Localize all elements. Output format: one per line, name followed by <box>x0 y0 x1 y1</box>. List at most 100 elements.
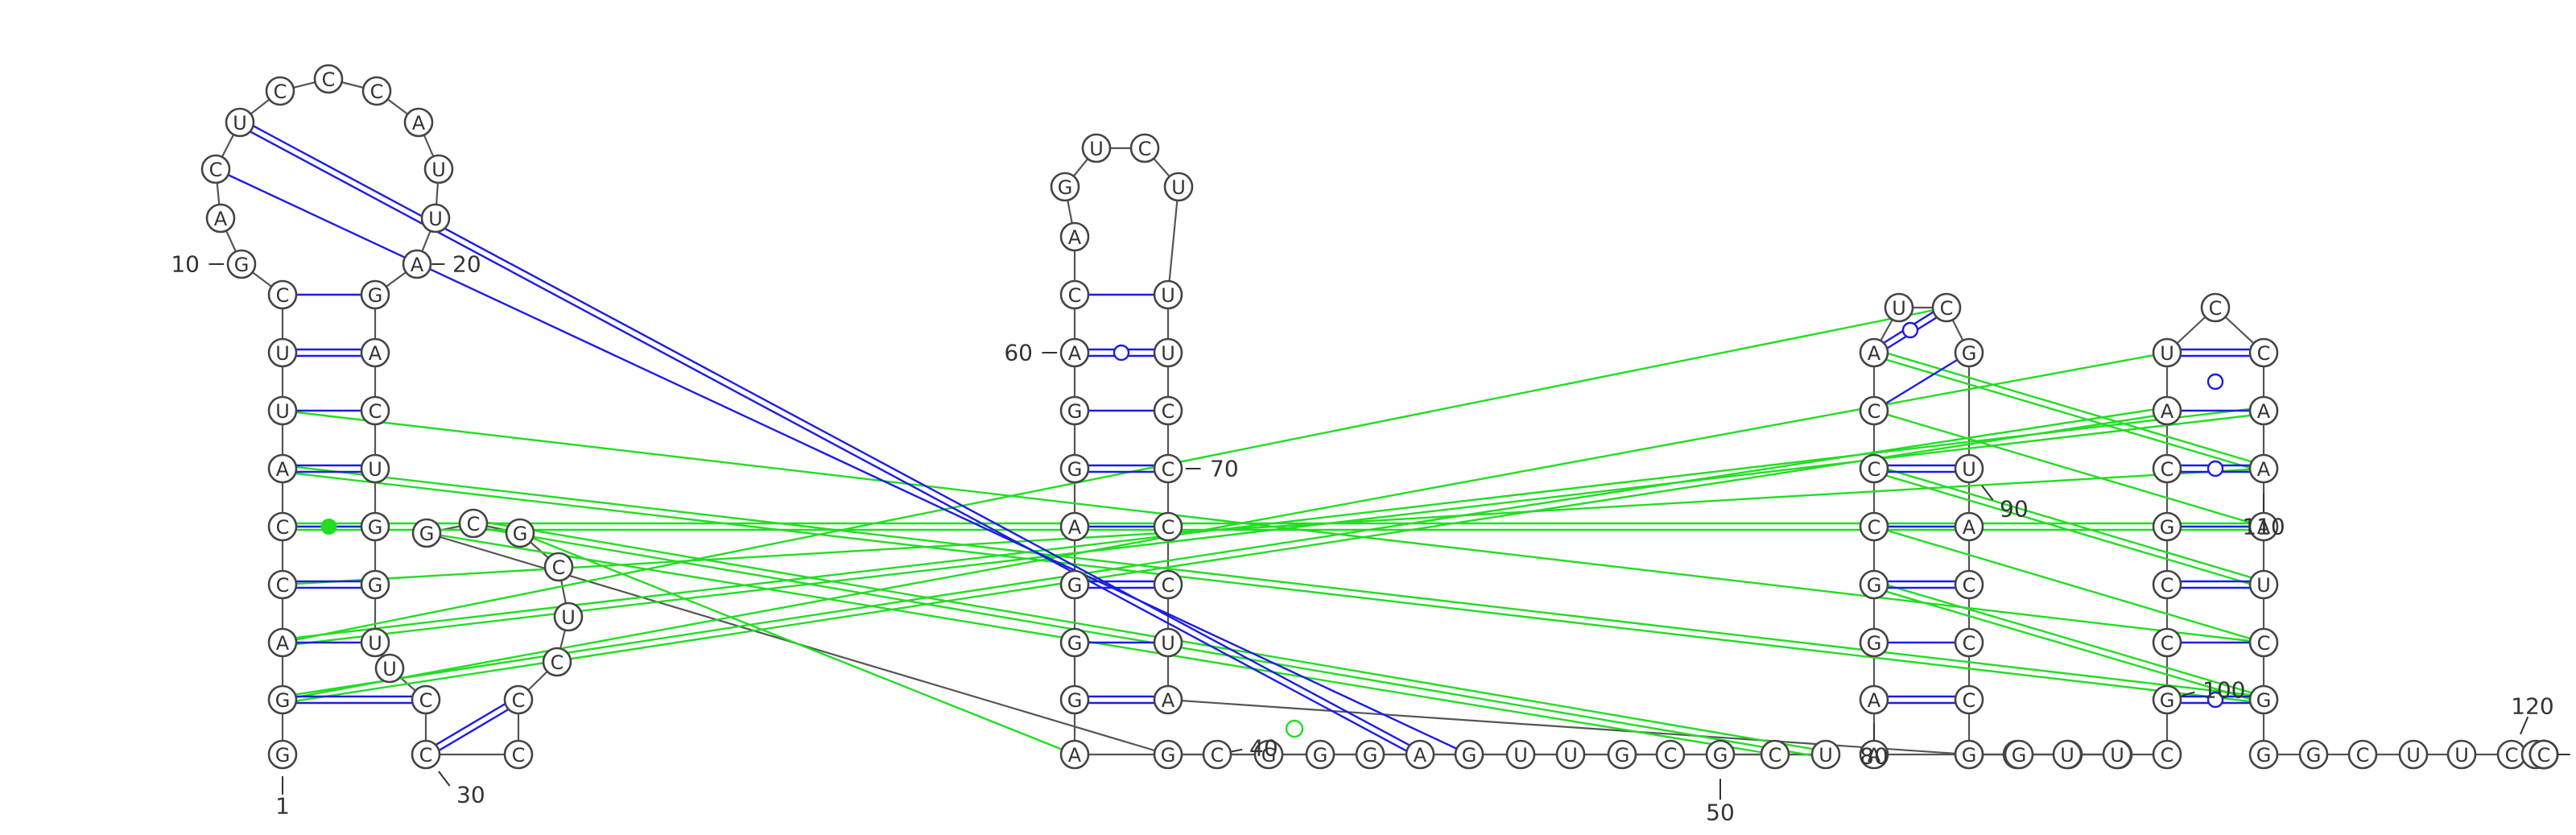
nucleotide-circle <box>1153 453 1183 484</box>
nucleotide-base: U <box>1513 744 1528 767</box>
nucleotide: G <box>1050 172 1080 202</box>
nucleotide-base: U <box>275 342 290 365</box>
nucleotide: U <box>1153 279 1183 310</box>
position-number: 10 <box>171 251 200 278</box>
nucleotide: C <box>265 76 295 106</box>
nucleotide-base: G <box>1067 689 1083 712</box>
base-pair-line <box>427 701 521 759</box>
nucleotide-base: C <box>1162 400 1175 423</box>
nucleotide-base: C <box>1664 744 1678 767</box>
nucleotide-base: C <box>2257 342 2271 365</box>
nucleotide-base: U <box>1818 744 1833 767</box>
nucleotide-base: G <box>1867 632 1882 655</box>
position-number: 1 <box>275 793 290 820</box>
nucleotide-base: A <box>2257 458 2271 481</box>
position-number: 60 <box>1004 340 1033 366</box>
nucleotide: C <box>2200 292 2231 323</box>
nucleotide-base: G <box>2160 516 2175 539</box>
nucleotide: A <box>1059 511 1090 542</box>
nucleotide: G <box>1059 569 1090 600</box>
nucleotide: A <box>2248 511 2279 542</box>
nucleotide: C <box>360 395 390 426</box>
nucleotide: C <box>1655 739 1686 770</box>
nucleotide-circle <box>403 107 434 138</box>
nucleotide-circle <box>1859 627 1889 658</box>
nucleotide-circle <box>267 395 298 426</box>
base-pair-line <box>283 412 2264 647</box>
nucleotide-base: G <box>1161 744 1176 767</box>
nucleotide: U <box>1954 453 1984 484</box>
nucleotide-base: G <box>2012 744 2027 767</box>
nucleotide-circle <box>1859 511 1889 542</box>
nucleotide-circle <box>1305 739 1335 770</box>
nucleotide-base: A <box>1068 226 1082 249</box>
base-pair-line <box>1873 525 2264 644</box>
nucleotide: U <box>1153 627 1183 658</box>
nucleotide-base: U <box>431 159 446 181</box>
nucleotide-circle <box>553 601 584 632</box>
nucleotide-circle <box>2052 739 2083 770</box>
nucleotide-circle <box>2446 739 2477 770</box>
nucleotide: C <box>2347 739 2378 770</box>
nucleotide: C <box>313 64 344 94</box>
nucleotide-base: G <box>2256 744 2272 767</box>
nucleotide: C <box>458 508 489 539</box>
nucleotide: A <box>205 203 236 234</box>
nucleotide-circle <box>411 739 441 770</box>
nucleotide-circle <box>1810 739 1841 770</box>
nucleotide: C <box>1153 569 1183 600</box>
nucleotide-base: C <box>1868 400 1881 423</box>
nucleotide-base: G <box>368 574 383 597</box>
pair-marker-circle <box>2207 373 2224 391</box>
nucleotide-circle <box>2102 739 2132 770</box>
nucleotide-circle <box>1954 337 1984 368</box>
nucleotide: C <box>2152 627 2182 658</box>
nucleotide-circle <box>1050 172 1080 202</box>
nucleotide: A <box>403 107 434 138</box>
nucleotide-base: C <box>276 574 290 597</box>
nucleotide-circle <box>1081 133 1112 163</box>
nucleotide-base: C <box>1068 284 1082 307</box>
nucleotide: U <box>1163 172 1194 202</box>
nucleotide-circle <box>2298 739 2329 770</box>
nucleotide-circle <box>1859 739 1889 770</box>
position-number: 30 <box>456 782 485 808</box>
nucleotide-circle <box>1505 739 1536 770</box>
nucleotide-circle <box>1859 684 1889 715</box>
nucleotide: U <box>2052 739 2083 770</box>
nucleotide-base: C <box>274 81 287 103</box>
nucleotide-circle <box>1153 627 1183 658</box>
base-pair-line <box>1872 470 2264 589</box>
nucleotide-circle <box>1153 279 1183 310</box>
nucleotide-circle <box>1059 221 1090 252</box>
base-pair-line <box>1872 354 2264 473</box>
nucleotide-circle <box>1059 337 1090 368</box>
nucleotide: G <box>2298 739 2329 770</box>
nucleotide: U <box>1505 739 1536 770</box>
nucleotide-base: C <box>2356 744 2370 767</box>
base-pair-line <box>1873 409 2264 528</box>
nucleotide: A <box>1405 739 1435 770</box>
nucleotide-circle <box>2152 569 2182 600</box>
nucleotide-circle <box>1059 569 1090 600</box>
nucleotide: G <box>1059 684 1090 715</box>
base-pair-line <box>283 412 2168 705</box>
nucleotide-base: G <box>1067 400 1083 423</box>
nucleotide-base: A <box>1068 744 1082 767</box>
nucleotide-base: U <box>2160 342 2174 365</box>
base-pair-line <box>1874 465 2265 583</box>
nucleotide-base: C <box>512 744 526 767</box>
nucleotide-base: G <box>1962 744 1977 767</box>
position-tick <box>2520 716 2529 735</box>
nucleotide-circle <box>1163 172 1194 202</box>
nucleotide: A <box>2248 453 2279 484</box>
position-number: 40 <box>1249 735 1278 762</box>
nucleotide-circle <box>1607 739 1637 770</box>
nucleotide-circle <box>2152 337 2182 368</box>
nucleotide: G <box>2152 511 2182 542</box>
nucleotide: A <box>402 249 432 279</box>
nucleotide-circle <box>1859 569 1889 600</box>
nucleotide-base: G <box>1058 176 1073 199</box>
nucleotide-base: G <box>1867 574 1882 597</box>
